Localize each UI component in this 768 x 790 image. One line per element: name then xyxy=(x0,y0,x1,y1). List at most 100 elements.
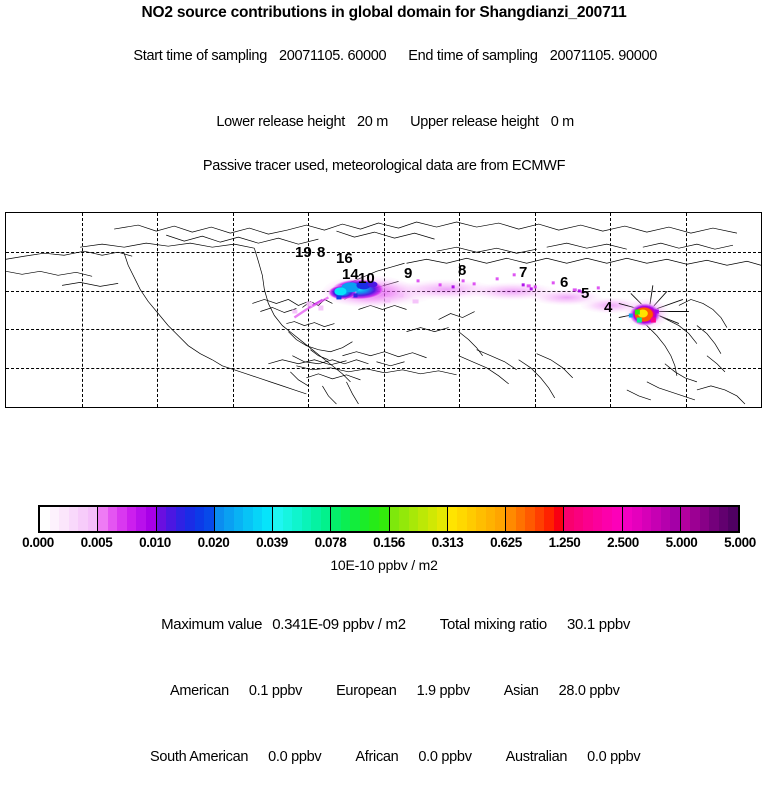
colorbar-tick-label: 0.000 xyxy=(22,535,54,550)
colorbar-band xyxy=(166,507,176,531)
colorbar-band xyxy=(40,507,50,531)
colorbar-band xyxy=(515,507,526,531)
colorbar-segment[interactable] xyxy=(156,507,215,531)
colorbar[interactable] xyxy=(38,505,740,533)
colorbar-band xyxy=(59,507,69,531)
gridline-horizontal xyxy=(6,368,761,370)
gridline-vertical xyxy=(157,213,158,407)
colorbar-segment[interactable] xyxy=(506,507,565,531)
colorbar-band xyxy=(641,507,652,531)
trajectory-day-label: 8 xyxy=(317,244,326,261)
colorbar-band xyxy=(457,507,467,531)
colorbar-band xyxy=(680,507,691,531)
trajectory-day-label: 16 xyxy=(336,250,353,267)
colorbar-unit-label: 10E-10 ppbv / m2 xyxy=(330,557,438,573)
map-panel[interactable]: 19 8 16 14 10 9 8 7 6 5 4 xyxy=(5,212,762,408)
region-value-south-american: 0.0 ppbv xyxy=(268,749,322,765)
upper-release-value: 0 m xyxy=(550,114,575,130)
gridline-vertical xyxy=(459,213,460,407)
colorbar-band xyxy=(49,507,60,531)
lower-release-label: Lower release height xyxy=(216,114,346,130)
colorbar-tick-label: 0.078 xyxy=(314,535,347,550)
colorbar-band xyxy=(301,507,312,531)
map-canvas: 19 8 16 14 10 9 8 7 6 5 4 xyxy=(6,213,761,407)
colorbar-segment[interactable] xyxy=(564,507,623,531)
concentration-plume-layer xyxy=(292,273,689,329)
colorbar-band xyxy=(68,507,79,531)
trajectory-day-label: 6 xyxy=(560,274,569,291)
colorbar-band xyxy=(311,507,321,531)
colorbar-tick-label: 0.010 xyxy=(139,535,171,550)
start-time-value: 20071105. 60000 xyxy=(278,48,387,64)
colorbar-band xyxy=(573,507,584,531)
colorbar-band xyxy=(175,507,186,531)
colorbar-tick-label: 0.005 xyxy=(80,535,113,550)
colorbar-segment[interactable] xyxy=(40,507,99,531)
colorbar-band xyxy=(340,507,351,531)
trajectory-day-label: 4 xyxy=(604,299,613,316)
colorbar-band xyxy=(651,507,661,531)
colorbar-band xyxy=(331,507,341,531)
colorbar-band xyxy=(389,507,400,531)
colorbar-band xyxy=(437,507,447,531)
colorbar-band xyxy=(525,507,535,531)
colorbar-band xyxy=(418,507,428,531)
colorbar-tick-label: 5.000 xyxy=(724,535,756,550)
trajectory-day-label: 10 xyxy=(358,270,375,287)
region-value-african: 0.0 ppbv xyxy=(418,749,472,765)
colorbar-segment[interactable] xyxy=(98,507,157,531)
colorbar-band xyxy=(544,507,554,531)
upper-release-label: Upper release height xyxy=(410,114,539,130)
trajectory-day-label: 7 xyxy=(519,264,528,281)
colorbar-segment[interactable] xyxy=(273,507,332,531)
statistics-block: Maximum value 0.341E-09 ppbv / m2 Total mi… xyxy=(0,592,768,790)
colorbar-band xyxy=(718,507,729,531)
colorbar-band xyxy=(670,507,680,531)
colorbar-segment[interactable] xyxy=(331,507,390,531)
colorbar-band xyxy=(690,507,700,531)
colorbar-band xyxy=(632,507,642,531)
colorbar-band xyxy=(709,507,719,531)
colorbar-band xyxy=(350,507,360,531)
colorbar-segment[interactable] xyxy=(214,507,273,531)
region-label-south-american: South American xyxy=(149,749,249,765)
colorbar-band xyxy=(359,507,370,531)
colorbar-band xyxy=(98,507,108,531)
colorbar-band xyxy=(204,507,214,531)
region-label-american: American xyxy=(169,683,229,699)
colorbar-segment[interactable] xyxy=(389,507,448,531)
colorbar-band xyxy=(78,507,88,531)
colorbar-tick-label: 0.156 xyxy=(373,535,405,550)
trajectory-day-label: 9 xyxy=(404,265,413,282)
colorbar-segment[interactable] xyxy=(447,507,506,531)
colorbar-band xyxy=(583,507,593,531)
colorbar-band xyxy=(408,507,419,531)
page-title: NO2 source contributions in global domai… xyxy=(141,4,627,21)
sampling-time-line: Start time of sampling 20071105. 60000 End… xyxy=(0,23,768,89)
colorbar-band xyxy=(156,507,167,531)
colorbar-band xyxy=(194,507,205,531)
region-row-1: American 0.1 ppbv European 1.9 ppbv Asian 28.… xyxy=(0,658,768,724)
colorbar-segment[interactable] xyxy=(680,507,739,531)
colorbar-band xyxy=(214,507,225,531)
colorbar-band xyxy=(185,507,195,531)
colorbar-band xyxy=(602,507,612,531)
region-value-asian: 28.0 ppbv xyxy=(558,683,620,699)
region-label-asian: Asian xyxy=(503,683,539,699)
colorbar-band xyxy=(117,507,127,531)
max-and-total-row: Maximum value 0.341E-09 ppbv / m2 Total mi… xyxy=(0,592,768,658)
end-time-label: End time of sampling xyxy=(408,48,538,64)
colorbar-band xyxy=(485,507,496,531)
gridline-vertical xyxy=(308,213,309,407)
gridline-vertical xyxy=(685,213,687,407)
colorbar-band xyxy=(369,507,379,531)
gridline-vertical xyxy=(534,213,536,407)
colorbar-band xyxy=(592,507,603,531)
colorbar-tick-label: 0.039 xyxy=(256,535,288,550)
trajectory-day-label: 5 xyxy=(581,285,590,302)
max-value-label: Maximum value xyxy=(161,616,263,633)
colorbar-band xyxy=(495,507,506,531)
colorbar-segment[interactable] xyxy=(622,507,681,531)
colorbar-band xyxy=(466,507,477,531)
header-block: NO2 source contributions in global domai… xyxy=(0,0,768,177)
